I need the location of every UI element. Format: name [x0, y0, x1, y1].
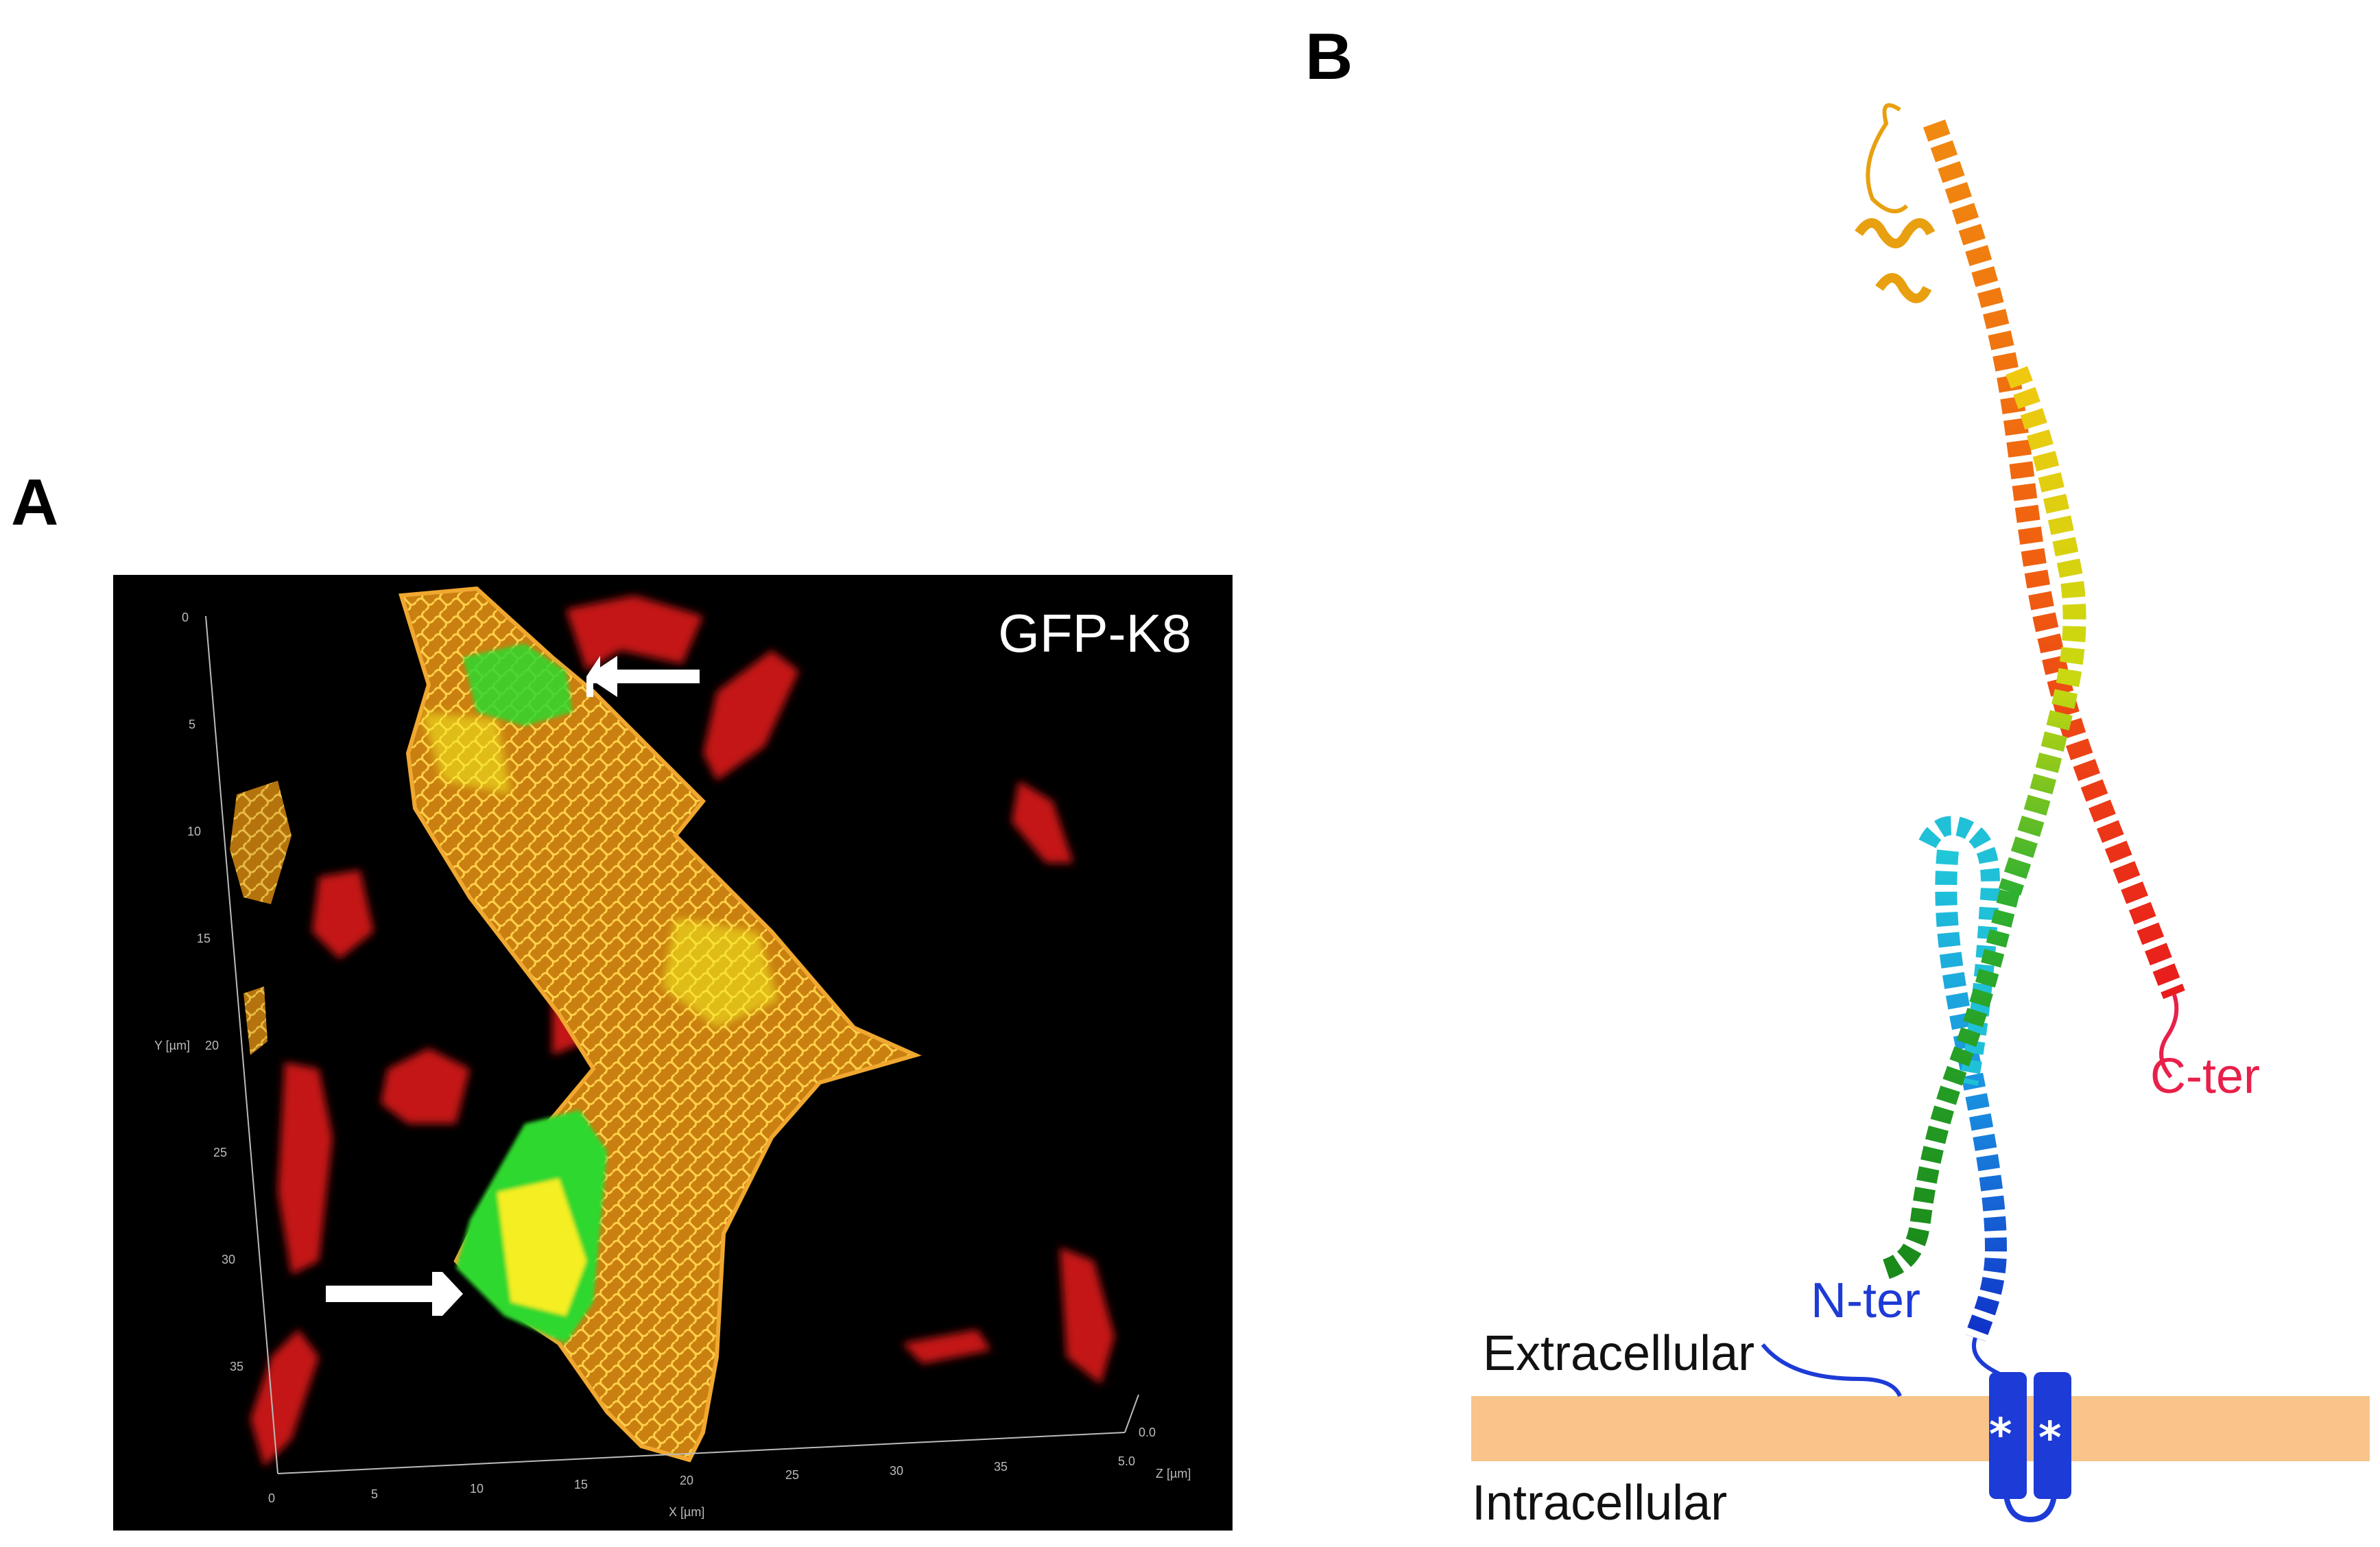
y-tick-label: 0	[182, 611, 189, 624]
x-tick-label: 10	[470, 1482, 484, 1496]
red-cell-group	[250, 595, 1115, 1467]
loop	[1866, 103, 1909, 213]
y-tick-label: 25	[213, 1146, 228, 1159]
n-ter-line	[1761, 1343, 1902, 1397]
helix-green	[1882, 889, 2020, 1279]
y-tick-label: 30	[222, 1253, 236, 1266]
y-tick-label: 35	[230, 1360, 244, 1373]
y-tick-label: 10	[187, 825, 202, 838]
z-tick-label: 5.0	[1118, 1454, 1136, 1468]
x-tick-label: 35	[994, 1460, 1008, 1474]
z-axis-label: Z [µm]	[1156, 1467, 1191, 1480]
protein-structure	[1471, 103, 2370, 1523]
x-tick-label: 5	[371, 1487, 379, 1501]
arrow-icon	[326, 1272, 463, 1316]
keratin-cell-outline	[398, 586, 922, 1463]
helix-yellow	[1998, 366, 2086, 896]
star-marker: *	[2038, 1413, 2062, 1464]
micrograph-panel: GFP-K8 0 5 10 15 20 25 30 35 Y [µm] 0 5 …	[113, 575, 1233, 1531]
y-axis-label: Y [µm]	[154, 1039, 191, 1052]
axes	[205, 615, 1139, 1474]
y-tick-label: 20	[205, 1039, 219, 1052]
y-tick-label: 15	[197, 932, 211, 945]
membrane	[1471, 1396, 2370, 1461]
n-ter-label: N-ter	[1811, 1273, 1920, 1328]
y-tick-label: 5	[189, 718, 196, 731]
helix-blue	[1935, 849, 2008, 1342]
yellow-highlight	[422, 712, 778, 1028]
orange-fragment	[230, 781, 291, 904]
tm-loop	[2003, 1495, 2057, 1523]
green-region	[456, 643, 607, 1343]
extracellular-label: Extracellular	[1483, 1326, 1755, 1381]
c-ter-label: C-ter	[2150, 1049, 2260, 1104]
panel-letter-b: B	[1305, 20, 1353, 93]
x-tick-label: 15	[574, 1478, 588, 1491]
intracellular-label: Intracellular	[1472, 1476, 1728, 1531]
tm-helix-right	[2034, 1372, 2071, 1499]
x-tick-label: 25	[785, 1468, 800, 1482]
c-ter-tail	[2159, 994, 2179, 1078]
panel-letter-a: A	[11, 466, 59, 539]
arrow-icon	[586, 656, 700, 697]
micrograph-label: GFP-K8	[998, 603, 1191, 663]
z-tick-label: 0.0	[1139, 1426, 1156, 1439]
orange-fragment	[243, 987, 267, 1055]
helix-orange	[1923, 119, 2185, 1000]
tm-helix-left	[1989, 1372, 2027, 1499]
structure-panel: C-ter N-ter Extracellular Intracellular …	[1337, 82, 2380, 1544]
micrograph-image	[205, 586, 1139, 1474]
x-tick-label: 20	[680, 1474, 694, 1487]
x-tick-label: 0	[268, 1491, 276, 1505]
star-marker: *	[1989, 1410, 2012, 1461]
x-axis-label: X [µm]	[669, 1505, 705, 1519]
small-helix	[1855, 218, 1936, 303]
x-tick-label: 30	[890, 1464, 904, 1478]
